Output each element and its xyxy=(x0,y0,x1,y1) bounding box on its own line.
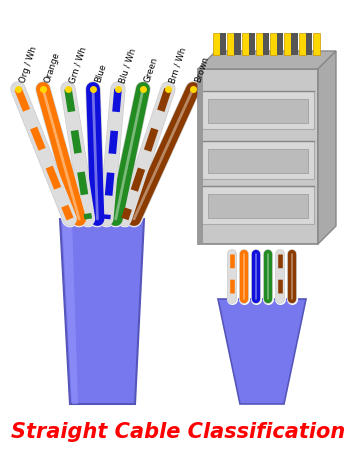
Text: Org / Wh: Org / Wh xyxy=(18,45,38,84)
Bar xyxy=(291,33,298,55)
Bar xyxy=(270,33,277,55)
Bar xyxy=(208,149,308,173)
Text: Straight Cable Classification: Straight Cable Classification xyxy=(11,422,345,442)
Bar xyxy=(220,33,226,55)
Text: Blu / Wh: Blu / Wh xyxy=(118,47,138,84)
Bar xyxy=(198,69,203,244)
Text: Brn / Wh: Brn / Wh xyxy=(168,46,188,84)
Text: Blue: Blue xyxy=(93,63,108,84)
Bar xyxy=(249,33,255,55)
Bar xyxy=(213,33,220,55)
Text: Green: Green xyxy=(143,56,160,84)
Polygon shape xyxy=(198,51,336,69)
Polygon shape xyxy=(60,219,144,404)
Text: Brown: Brown xyxy=(193,55,210,84)
Bar xyxy=(202,91,314,129)
Bar xyxy=(242,33,249,55)
Bar xyxy=(277,33,283,55)
Text: Grn / Wh: Grn / Wh xyxy=(68,45,88,84)
Bar xyxy=(227,33,235,55)
Bar xyxy=(202,141,314,179)
Bar xyxy=(208,99,308,123)
Bar xyxy=(299,33,305,55)
Bar xyxy=(284,33,291,55)
Bar xyxy=(263,33,269,55)
Bar xyxy=(202,186,314,224)
Bar xyxy=(256,33,263,55)
Bar xyxy=(208,194,308,218)
Bar xyxy=(305,33,312,55)
Bar xyxy=(235,33,241,55)
Polygon shape xyxy=(62,219,78,404)
Polygon shape xyxy=(218,299,306,404)
Text: Orange: Orange xyxy=(43,51,61,84)
Bar xyxy=(198,69,318,244)
Bar xyxy=(313,33,320,55)
Polygon shape xyxy=(318,51,336,244)
